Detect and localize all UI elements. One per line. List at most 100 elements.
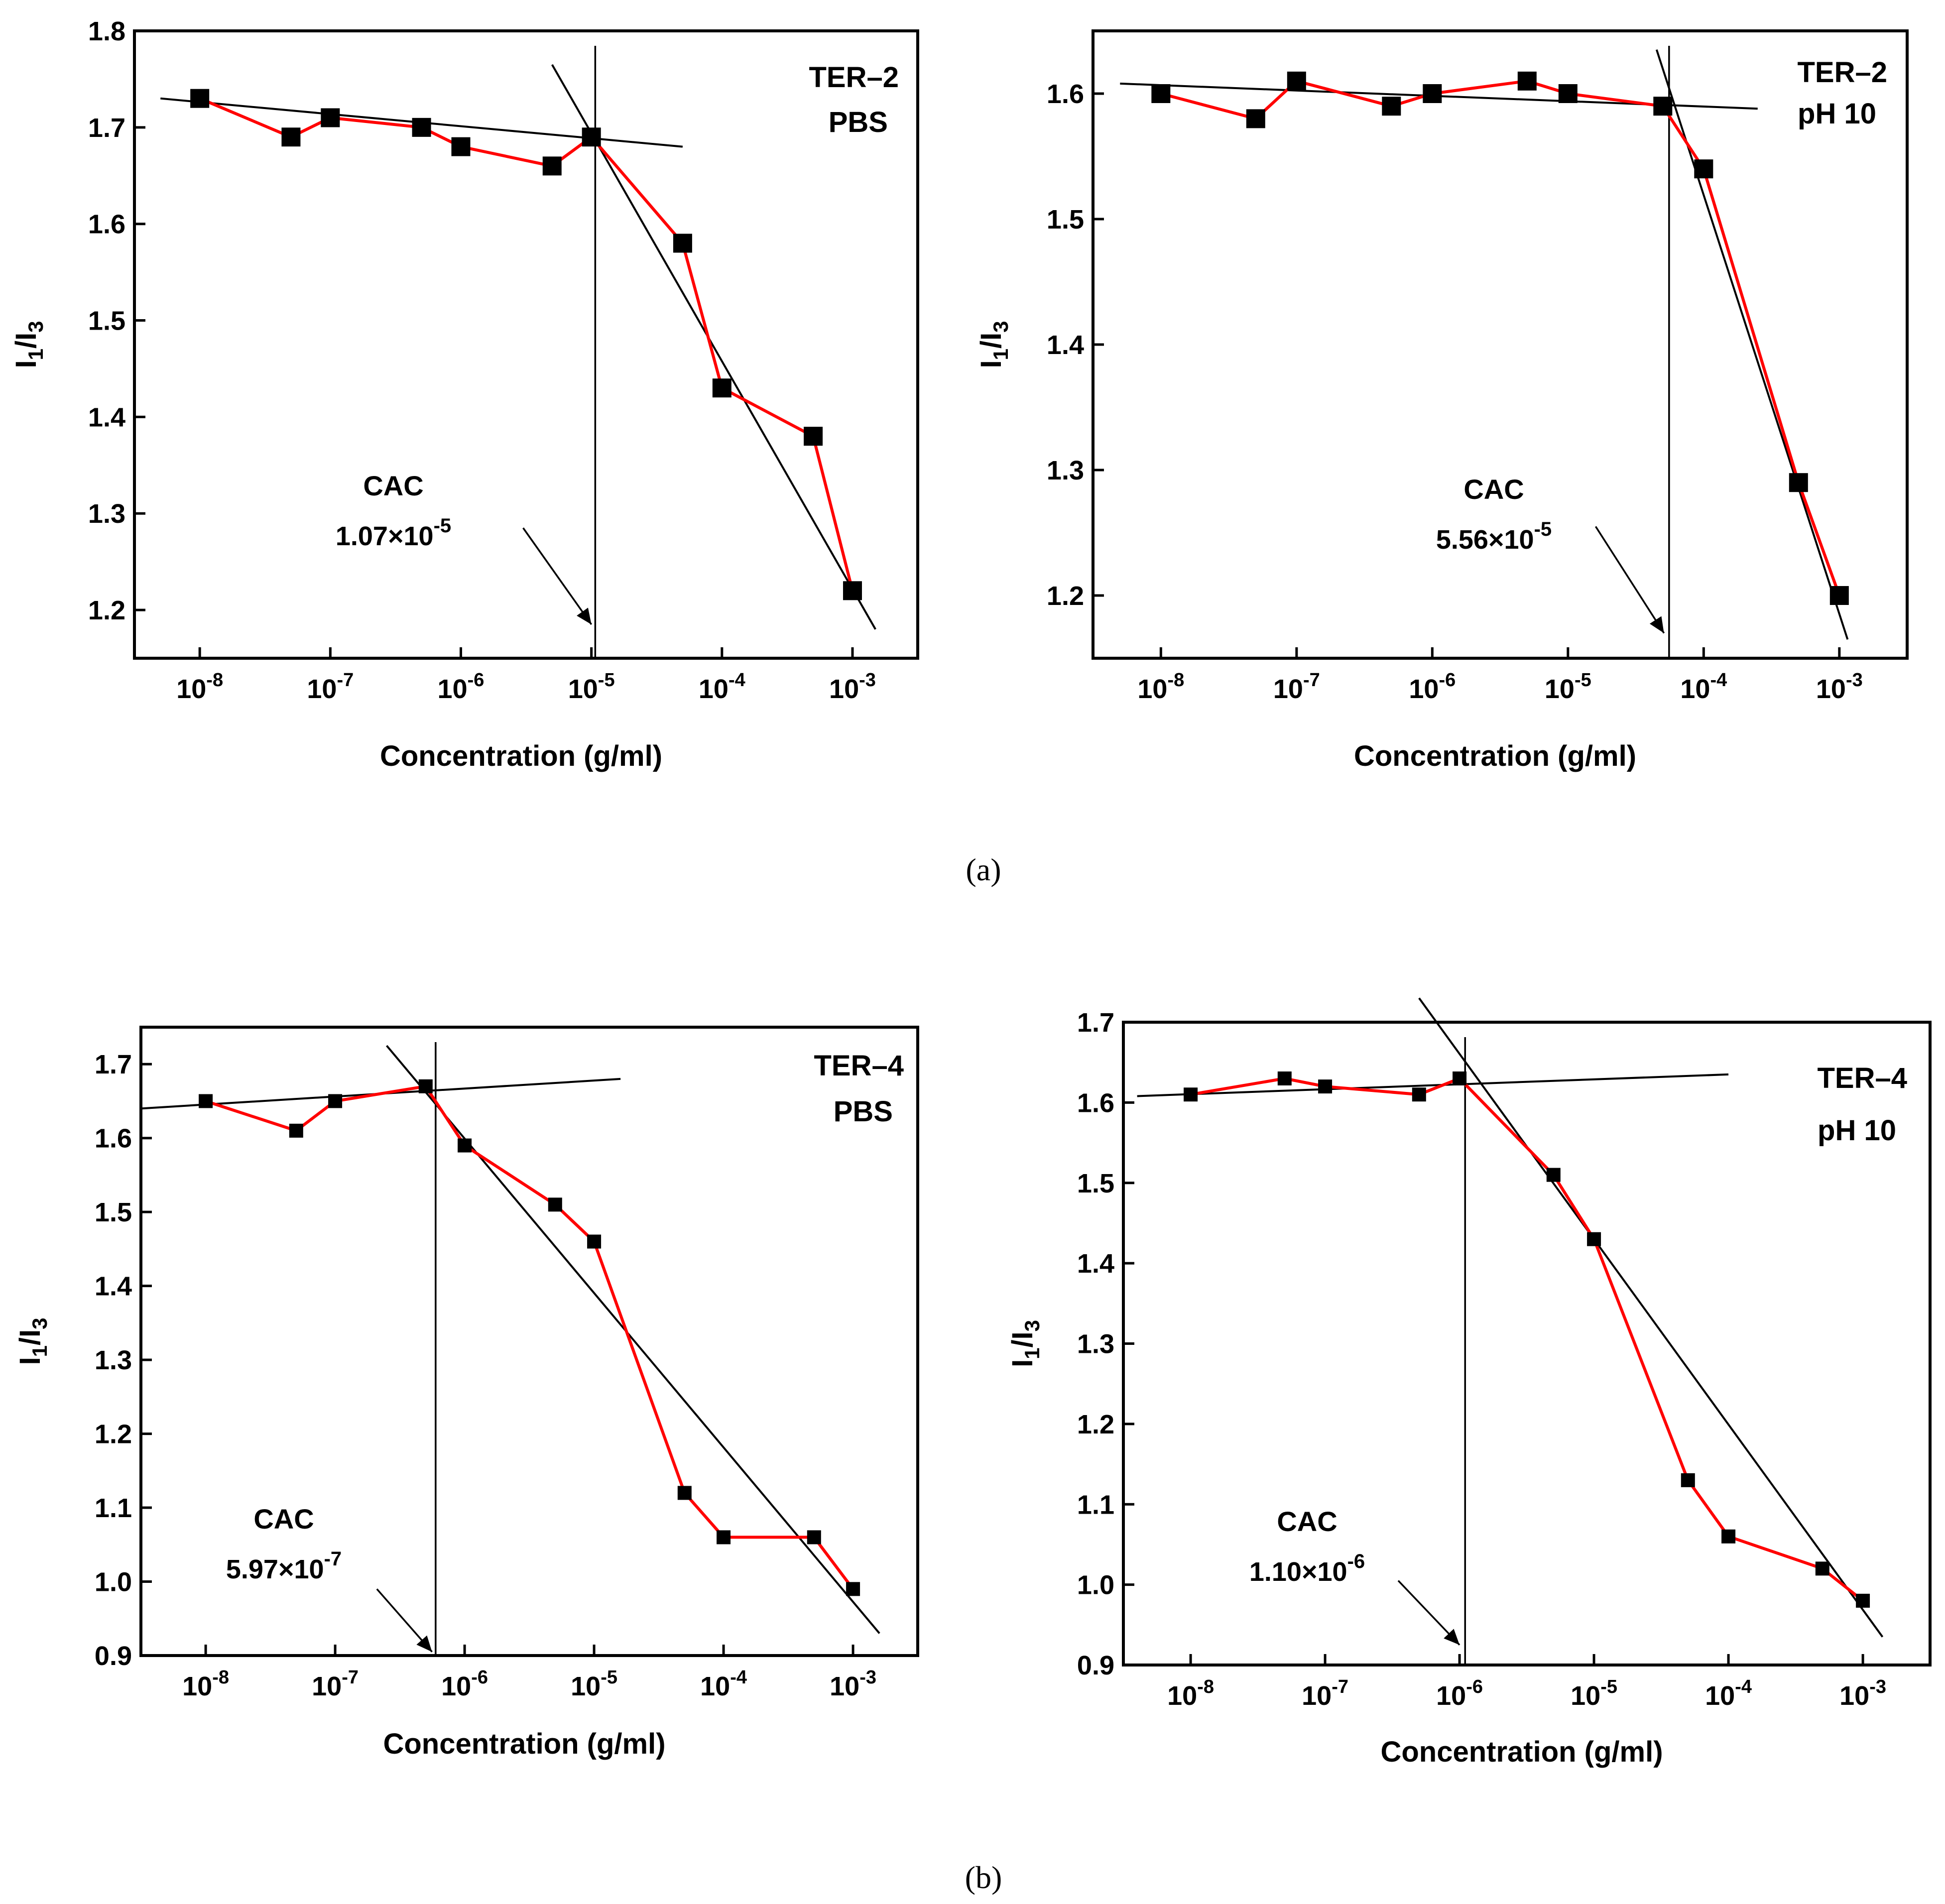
x-tick-label: 10-3 (1839, 1676, 1886, 1711)
data-point (1453, 1071, 1467, 1085)
x-tick-label: 10-4 (700, 1667, 747, 1701)
cac-value: 5.56×10-5 (1436, 518, 1552, 555)
data-point (677, 1486, 692, 1500)
data-point (807, 1530, 821, 1545)
cac-label: CAC (1277, 1506, 1337, 1537)
plot-frame (1092, 29, 1909, 660)
data-point (1423, 84, 1442, 103)
data-point (289, 1123, 303, 1138)
y-tick-label: 1.7 (1077, 1008, 1114, 1038)
cac-value: 1.10×10-6 (1249, 1550, 1365, 1587)
y-axis-label: I1/I3 (975, 321, 1012, 368)
panels: 1.2 1.3 1.4 1.5 1.6 1.7 1.8 10-8 10-7 10-6 10-5 10-… (10, 16, 1932, 1768)
data-point (1246, 109, 1265, 128)
data-point (804, 427, 823, 446)
x-tick-label: 10-7 (1273, 670, 1320, 704)
cac-arrow (376, 1588, 433, 1653)
data-point (1546, 1168, 1561, 1182)
series-label-name: TER–4 (1817, 1062, 1907, 1094)
cac-arrow (1397, 1580, 1460, 1646)
x-tick-label: 10-3 (830, 1667, 876, 1701)
y-tick-label: 1.5 (1077, 1169, 1114, 1198)
data-point (418, 1079, 433, 1093)
x-tick-label: 10-5 (571, 1667, 617, 1701)
data-point (1815, 1561, 1829, 1576)
x-tick-label: 10-7 (307, 670, 354, 704)
chart-panel-a-left: 1.2 1.3 1.4 1.5 1.6 1.7 1.8 10-8 10-7 10-6 10-5 10-… (10, 16, 919, 772)
caption-b: (b) (965, 1860, 1002, 1895)
data-point (1382, 97, 1401, 116)
y-tick-label: 1.3 (1077, 1329, 1114, 1359)
y-tick-label: 1.5 (88, 306, 125, 336)
data-point (587, 1234, 602, 1249)
y-tick-label: 1.4 (95, 1272, 132, 1302)
y-tick-label: 1.3 (1047, 456, 1084, 485)
cac-value: 1.07×10-5 (336, 515, 451, 551)
y-axis-label: I1/I3 (10, 321, 47, 368)
y-tick-label: 1.1 (95, 1493, 132, 1523)
data-point (1694, 159, 1713, 179)
y-tick-label: 1.2 (1047, 581, 1084, 611)
chart-panel-b-left: 0.9 1.0 1.1 1.2 1.3 1.4 1.5 1.6 1.7 10-8 10-7 10-6 1… (14, 1026, 919, 1760)
y-tick-label: 1.3 (88, 499, 125, 529)
y-tick-label: 1.6 (88, 210, 125, 239)
plot-frame (139, 1026, 919, 1657)
y-tick-label: 0.9 (1077, 1651, 1114, 1680)
series-label-name: TER–2 (809, 61, 899, 94)
x-tick-label: 10-5 (1545, 670, 1591, 704)
data-point (582, 127, 601, 147)
y-tick-label: 1.1 (1077, 1490, 1114, 1520)
series-label-condition: PBS (829, 106, 888, 138)
data-point (712, 378, 731, 398)
x-tick-label: 10-6 (441, 1667, 488, 1701)
fit-line-2 (386, 1045, 880, 1634)
data-point (1587, 1232, 1601, 1246)
series-label-condition: pH 10 (1798, 98, 1876, 130)
data-point (843, 581, 862, 600)
x-tick-label: 10-8 (1167, 1676, 1214, 1711)
data-point (1681, 1473, 1695, 1487)
x-tick-label: 10-8 (1137, 670, 1184, 704)
x-axis-label: Concentration (g/ml) (1354, 740, 1636, 772)
cac-label: CAC (1463, 474, 1524, 505)
x-tick-label: 10-3 (829, 670, 876, 704)
y-tick-label: 1.2 (95, 1420, 132, 1449)
fit-line-2 (1418, 997, 1884, 1638)
y-tick-label: 0.9 (95, 1641, 132, 1671)
y-tick-label: 1.3 (95, 1345, 132, 1375)
data-line (199, 97, 854, 592)
data-point (321, 108, 340, 127)
series-label-condition: PBS (834, 1095, 893, 1128)
plot-frame (133, 29, 919, 660)
y-tick-label: 1.6 (95, 1124, 132, 1154)
x-axis-label: Concentration (g/ml) (383, 1728, 665, 1760)
data-point (1184, 1087, 1198, 1102)
x-tick-label: 10-5 (1571, 1676, 1617, 1711)
x-axis-label: Concentration (g/ml) (1380, 1736, 1663, 1768)
x-tick-label: 10-5 (568, 670, 615, 704)
data-point (328, 1094, 343, 1108)
y-tick-label: 1.0 (95, 1567, 132, 1597)
cac-arrow (1594, 526, 1665, 634)
data-point (1856, 1593, 1870, 1608)
y-tick-label: 1.0 (1077, 1570, 1114, 1600)
x-tick-label: 10-6 (1409, 670, 1456, 704)
data-point (1318, 1079, 1333, 1094)
x-tick-label: 10-8 (182, 1667, 229, 1701)
data-point (1517, 71, 1537, 91)
data-point (458, 1138, 472, 1153)
y-tick-label: 1.2 (1077, 1410, 1114, 1439)
data-point (542, 156, 562, 176)
x-tick-label: 10-7 (1302, 1676, 1348, 1711)
x-tick-label: 10-4 (699, 670, 745, 704)
data-line (1160, 79, 1841, 596)
data-point (1829, 586, 1849, 605)
y-tick-label: 1.6 (1077, 1088, 1114, 1118)
data-point (846, 1582, 860, 1596)
y-tick-label: 1.6 (1047, 79, 1084, 109)
data-point (190, 89, 210, 108)
cac-label: CAC (253, 1503, 314, 1535)
data-point (1789, 473, 1808, 492)
data-point (1558, 84, 1578, 103)
